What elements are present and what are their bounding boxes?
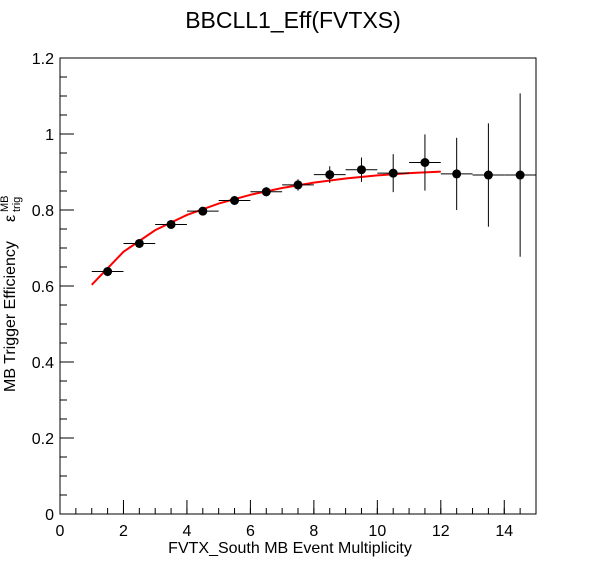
x-tick-label: 10 <box>368 523 386 540</box>
data-points <box>91 93 536 277</box>
y-axis-subscript: trig <box>11 197 23 212</box>
data-marker <box>134 238 144 248</box>
data-point <box>218 195 251 206</box>
x-axis-label: FVTX_South MB Event Multiplicity <box>168 540 412 557</box>
y-tick-label: 0.4 <box>32 355 54 372</box>
x-tick-label: 4 <box>182 523 191 540</box>
data-marker <box>388 168 398 178</box>
svg-text:MB Trigger Efficiency: MB Trigger Efficiency <box>2 241 19 392</box>
data-marker <box>166 219 176 229</box>
x-axis-ticks <box>59 500 537 514</box>
data-marker <box>356 165 366 175</box>
data-point <box>155 219 187 229</box>
y-tick-label: 0.8 <box>32 203 54 220</box>
x-tick-label: 8 <box>309 523 318 540</box>
svg-text:MB: MB <box>0 196 11 213</box>
y-tick-label: 1 <box>45 127 54 144</box>
data-point <box>504 93 536 257</box>
svg-text:ε: ε <box>2 215 19 222</box>
data-marker <box>261 187 271 197</box>
data-point <box>123 238 156 248</box>
data-point <box>282 179 314 191</box>
data-point <box>440 137 473 210</box>
data-marker <box>293 180 303 190</box>
data-point <box>91 267 124 277</box>
y-axis-label: MB Trigger Efficiency <box>2 241 19 392</box>
svg-text:trig: trig <box>11 197 23 212</box>
x-tick-label: 12 <box>432 523 450 540</box>
data-point <box>345 157 378 182</box>
data-marker <box>230 196 240 205</box>
data-marker <box>325 170 335 180</box>
data-marker <box>103 267 113 277</box>
y-tick-label: 1.2 <box>32 51 54 68</box>
plot-frame <box>59 57 537 515</box>
chart-title: BBCLL1_Eff(FVTXS) <box>185 7 401 33</box>
data-marker <box>198 206 208 216</box>
data-point <box>186 206 219 216</box>
data-marker <box>515 170 525 180</box>
data-marker <box>420 158 430 167</box>
y-tick-label: 0 <box>45 507 54 524</box>
data-point <box>472 123 505 227</box>
x-tick-label: 6 <box>246 523 255 540</box>
data-point <box>250 187 283 197</box>
x-axis-tick-labels: 0 2 4 6 8 10 12 14 <box>56 523 514 540</box>
data-point <box>313 166 346 184</box>
y-axis-superscript: MB <box>0 196 11 213</box>
y-axis-tick-labels: 0 0.2 0.4 0.6 0.8 1 1.2 <box>32 51 54 524</box>
x-tick-label: 14 <box>495 523 513 540</box>
y-tick-label: 0.2 <box>32 431 54 448</box>
x-tick-label: 0 <box>56 523 65 540</box>
y-axis-symbol: ε <box>2 215 19 222</box>
data-marker <box>452 169 462 179</box>
x-tick-label: 2 <box>119 523 128 540</box>
y-tick-label: 0.6 <box>32 279 54 296</box>
data-point <box>409 134 441 191</box>
data-point <box>377 154 410 193</box>
data-marker <box>483 170 493 180</box>
y-axis-label-group: MB Trigger Efficiency ε MB trig <box>0 196 23 393</box>
y-axis-ticks <box>60 57 74 515</box>
